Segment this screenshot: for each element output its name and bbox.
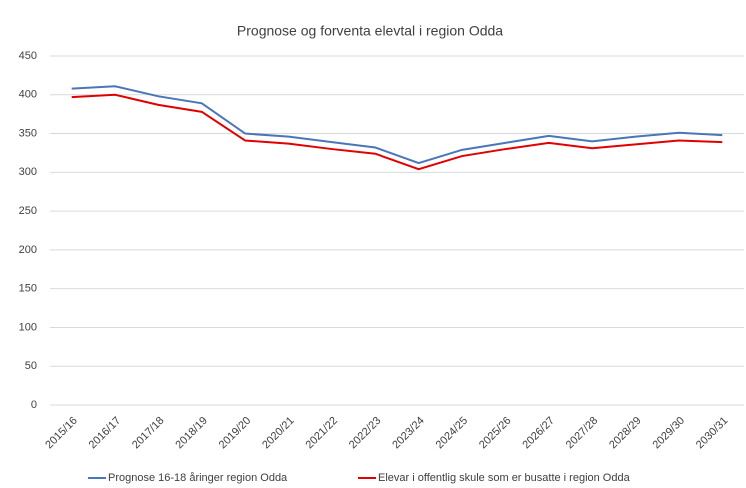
x-tick-label: 2018/19	[173, 415, 210, 452]
chart-title: Prognose og forventa elevtal i region Od…	[237, 23, 503, 39]
legend-label: Elevar i offentlig skule som er busatte …	[378, 472, 631, 484]
y-tick-label: 0	[31, 399, 37, 411]
legend-label: Prognose 16-18 åringer region Odda	[108, 472, 288, 484]
x-tick-label: 2017/18	[130, 415, 167, 452]
x-tick-label: 2029/30	[651, 415, 688, 452]
series-line	[71, 85, 723, 165]
y-tick-label: 300	[19, 166, 37, 178]
y-tick-label: 350	[19, 127, 37, 139]
y-tick-label: 100	[19, 321, 37, 333]
y-tick-label: 250	[19, 205, 37, 217]
y-tick-label: 450	[19, 50, 37, 62]
y-tick-label: 400	[19, 89, 37, 101]
x-tick-label: 2026/27	[520, 415, 557, 452]
x-tick-label: 2016/17	[87, 415, 124, 452]
x-tick-label: 2019/20	[217, 415, 254, 452]
x-tick-label: 2027/28	[564, 415, 601, 452]
y-tick-label: 200	[19, 244, 37, 256]
y-tick-label: 150	[19, 283, 37, 295]
x-tick-label: 2024/25	[434, 415, 471, 452]
y-tick-label: 50	[25, 360, 37, 372]
x-tick-label: 2028/29	[607, 415, 644, 452]
x-tick-label: 2030/31	[694, 415, 731, 452]
x-tick-label: 2015/16	[43, 415, 80, 452]
x-tick-label: 2020/21	[260, 415, 297, 452]
x-tick-label: 2022/23	[347, 415, 384, 452]
x-tick-label: 2021/22	[304, 415, 341, 452]
x-tick-label: 2025/26	[477, 415, 514, 452]
x-tick-label: 2023/24	[390, 415, 427, 452]
series-line	[71, 93, 723, 171]
